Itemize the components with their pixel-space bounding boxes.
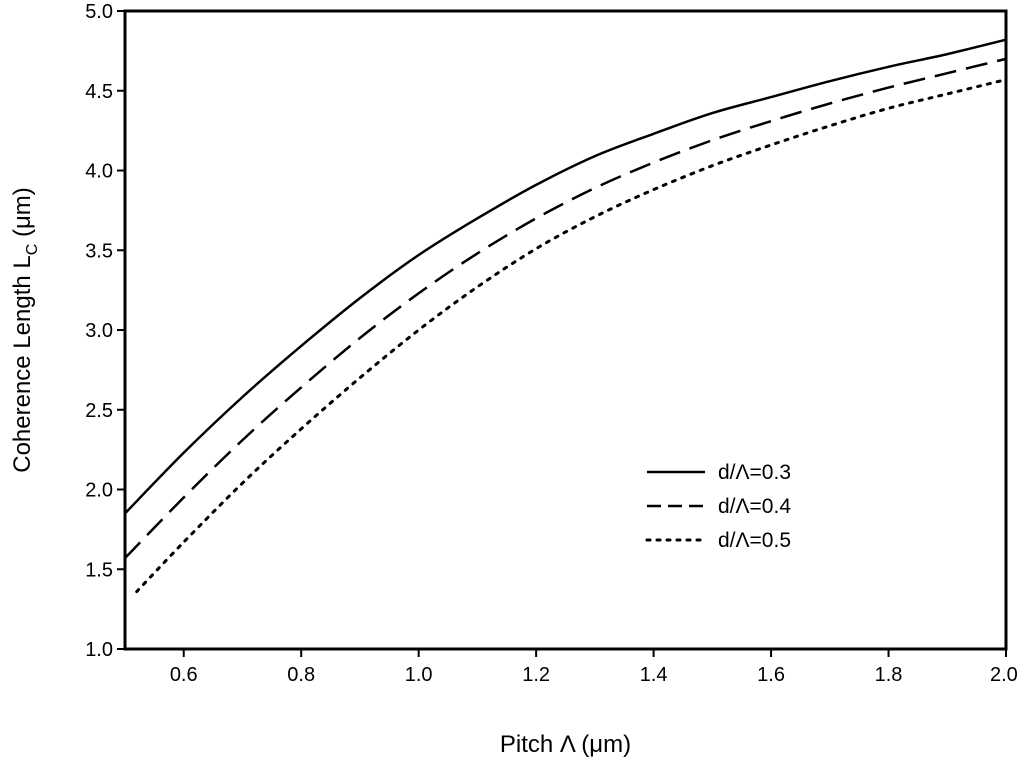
x-tick-label: 0.8 [287, 664, 315, 686]
x-tick-label: 1.2 [522, 664, 550, 686]
x-tick-label: 1.4 [640, 664, 668, 686]
x-tick-label: 1.0 [405, 664, 433, 686]
x-tick-label: 1.8 [875, 664, 903, 686]
y-tick-label: 2.0 [85, 480, 113, 502]
y-axis-label-unit: (μm) [9, 187, 36, 243]
y-tick-label: 4.0 [85, 161, 113, 183]
y-axis-label-main: Coherence Length L [9, 255, 36, 473]
series-layer [124, 38, 1008, 594]
y-tick-label: 1.5 [85, 559, 113, 581]
x-tick-label: 2.0 [990, 664, 1018, 686]
series-line-3 [135, 78, 1008, 594]
legend-label-1: d/Λ=0.3 [718, 461, 791, 484]
y-tick-label: 3.0 [85, 320, 113, 342]
plot-frame [123, 9, 1008, 651]
y-tick-label: 5.0 [85, 1, 113, 23]
legend: d/Λ=0.3 d/Λ=0.4 d/Λ=0.5 [645, 461, 791, 552]
legend-label-3: d/Λ=0.5 [718, 529, 791, 552]
y-tick-label: 1.0 [85, 639, 113, 661]
y-tick-label: 2.5 [85, 400, 113, 422]
series-line-2 [124, 57, 1007, 559]
legend-label-2: d/Λ=0.4 [718, 495, 791, 518]
y-tick-label: 3.5 [85, 240, 113, 262]
ticks-layer: 1.0 1.5 2.0 2.5 3.0 3.5 4.0 4.5 5.0 0.6 0.8 1.0 1.2 1… [85, 1, 1018, 686]
series-line-1 [124, 38, 1007, 515]
x-axis-label: Pitch Λ (μm) [500, 731, 631, 758]
y-axis-label-sub: C [24, 244, 41, 256]
x-tick-label: 1.6 [757, 664, 785, 686]
x-tick-label: 0.6 [170, 664, 198, 686]
y-axis-label: Coherence Length LC (μm) [9, 187, 41, 473]
y-tick-label: 4.5 [85, 81, 113, 103]
